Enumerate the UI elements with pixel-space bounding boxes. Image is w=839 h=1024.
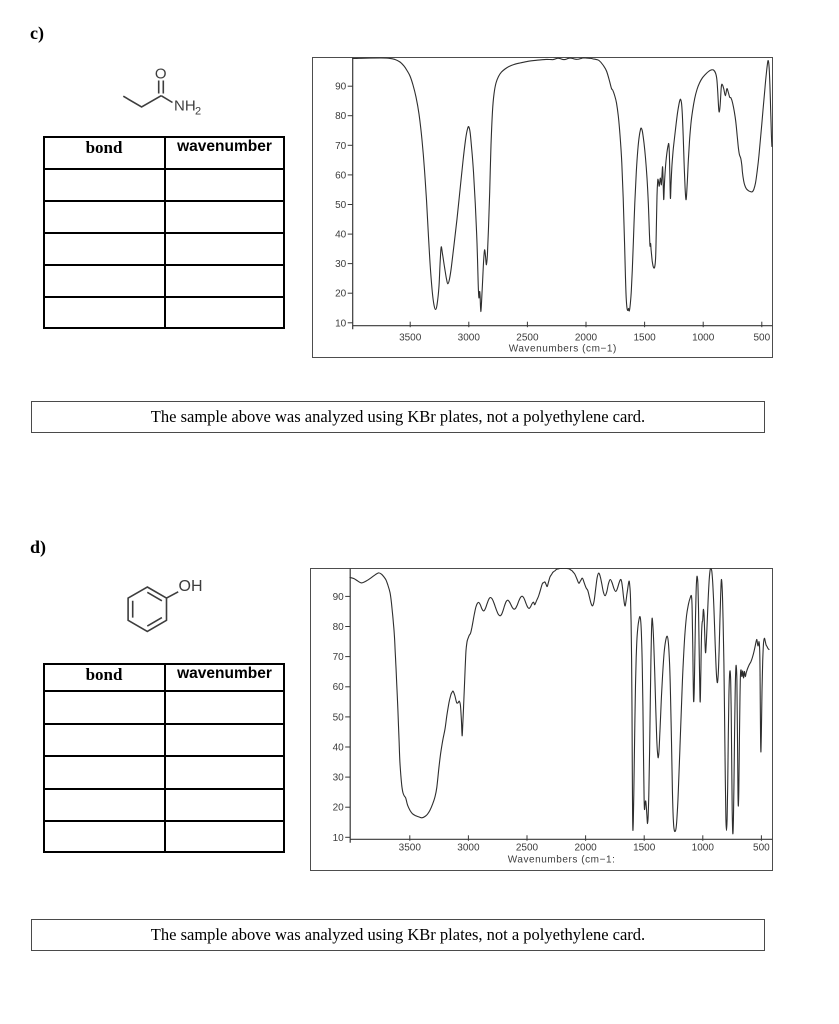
svg-text:40: 40: [333, 743, 345, 754]
svg-text:50: 50: [335, 200, 347, 211]
svg-text:500: 500: [753, 843, 770, 854]
svg-text:60: 60: [333, 682, 345, 693]
svg-text:1000: 1000: [692, 843, 715, 854]
svg-text:80: 80: [333, 622, 345, 633]
svg-text:40: 40: [335, 230, 347, 241]
svg-text:Wavenumbers (cm−1:: Wavenumbers (cm−1:: [508, 855, 616, 866]
svg-text:3000: 3000: [458, 333, 481, 344]
svg-text:3500: 3500: [399, 333, 422, 344]
svg-text:10: 10: [333, 833, 345, 844]
svg-text:50: 50: [333, 712, 345, 723]
svg-text:3000: 3000: [457, 843, 480, 854]
svg-text:2000: 2000: [575, 333, 598, 344]
svg-text:30: 30: [335, 259, 347, 270]
svg-text:NH: NH: [174, 98, 196, 115]
svg-text:2500: 2500: [516, 843, 539, 854]
svg-text:90: 90: [333, 592, 345, 603]
svg-text:Wavenumbers (cm−1): Wavenumbers (cm−1): [509, 344, 617, 355]
svg-text:3500: 3500: [399, 843, 422, 854]
svg-text:O: O: [155, 66, 167, 83]
svg-text:70: 70: [335, 141, 347, 152]
svg-text:20: 20: [333, 803, 345, 814]
svg-text:70: 70: [333, 652, 345, 663]
svg-text:80: 80: [335, 111, 347, 122]
svg-text:1500: 1500: [633, 333, 656, 344]
svg-text:60: 60: [335, 170, 347, 181]
svg-text:2500: 2500: [516, 333, 539, 344]
svg-text:OH: OH: [179, 578, 203, 595]
svg-text:90: 90: [335, 82, 347, 93]
svg-text:2: 2: [195, 106, 201, 118]
svg-text:2000: 2000: [574, 843, 597, 854]
svg-text:500: 500: [753, 333, 770, 344]
svg-text:10: 10: [335, 318, 347, 329]
svg-text:1500: 1500: [633, 843, 656, 854]
svg-text:20: 20: [335, 289, 347, 300]
svg-text:30: 30: [333, 773, 345, 784]
svg-text:1000: 1000: [692, 333, 715, 344]
